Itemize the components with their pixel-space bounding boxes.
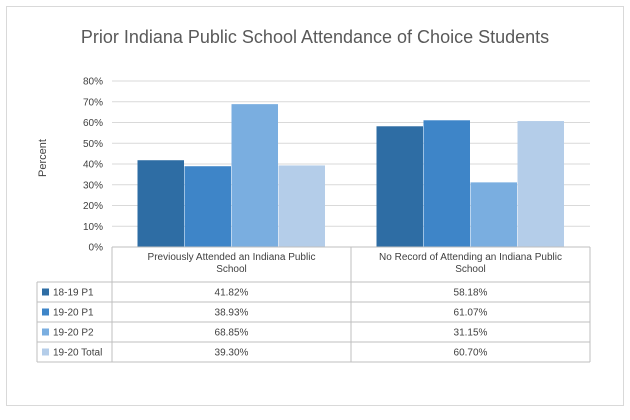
bar xyxy=(231,104,278,247)
legend-key xyxy=(42,328,49,336)
chart-title: Prior Indiana Public School Attendance o… xyxy=(81,27,549,47)
bar xyxy=(470,182,517,247)
bar xyxy=(423,120,470,247)
y-tick-label: 30% xyxy=(83,180,103,191)
y-tick-label: 40% xyxy=(83,160,103,171)
y-tick-label: 60% xyxy=(83,118,103,129)
category-label: No Record of Attending an Indiana Public xyxy=(379,252,562,263)
data-value: 61.07% xyxy=(454,308,488,319)
bar xyxy=(137,160,184,247)
series-name: 19-20 P1 xyxy=(53,308,94,319)
data-value: 68.85% xyxy=(215,328,249,339)
bars xyxy=(137,104,564,247)
category-label: School xyxy=(455,264,486,275)
series-name: 18-19 P1 xyxy=(53,288,94,299)
bar xyxy=(184,166,231,247)
y-tick-label: 50% xyxy=(83,139,103,150)
series-name: 19-20 P2 xyxy=(53,328,94,339)
data-table: Previously Attended an Indiana PublicSch… xyxy=(36,246,591,363)
y-tick-label: 80% xyxy=(83,77,103,88)
data-value: 38.93% xyxy=(215,308,249,319)
bar xyxy=(278,165,325,247)
data-value: 39.30% xyxy=(215,348,249,359)
bar xyxy=(517,121,564,247)
legend-key xyxy=(42,348,49,356)
series-name: 19-20 Total xyxy=(53,348,102,359)
category-label: School xyxy=(216,264,247,275)
y-tick-label: 0% xyxy=(89,243,104,254)
legend-key xyxy=(42,288,49,296)
y-tick-label: 20% xyxy=(83,201,103,212)
data-value: 58.18% xyxy=(454,288,488,299)
category-label: Previously Attended an Indiana Public xyxy=(148,252,316,263)
data-value: 31.15% xyxy=(454,328,488,339)
legend-key xyxy=(42,308,49,316)
data-value: 41.82% xyxy=(215,288,249,299)
y-axis-label: Percent xyxy=(37,139,49,177)
bar xyxy=(376,126,423,247)
y-tick-label: 70% xyxy=(83,97,103,108)
data-value: 60.70% xyxy=(454,348,488,359)
y-ticks: 0% 10% 20% 30% 40% 50% 60% 70% 80% xyxy=(83,77,103,254)
y-tick-label: 10% xyxy=(83,222,103,233)
